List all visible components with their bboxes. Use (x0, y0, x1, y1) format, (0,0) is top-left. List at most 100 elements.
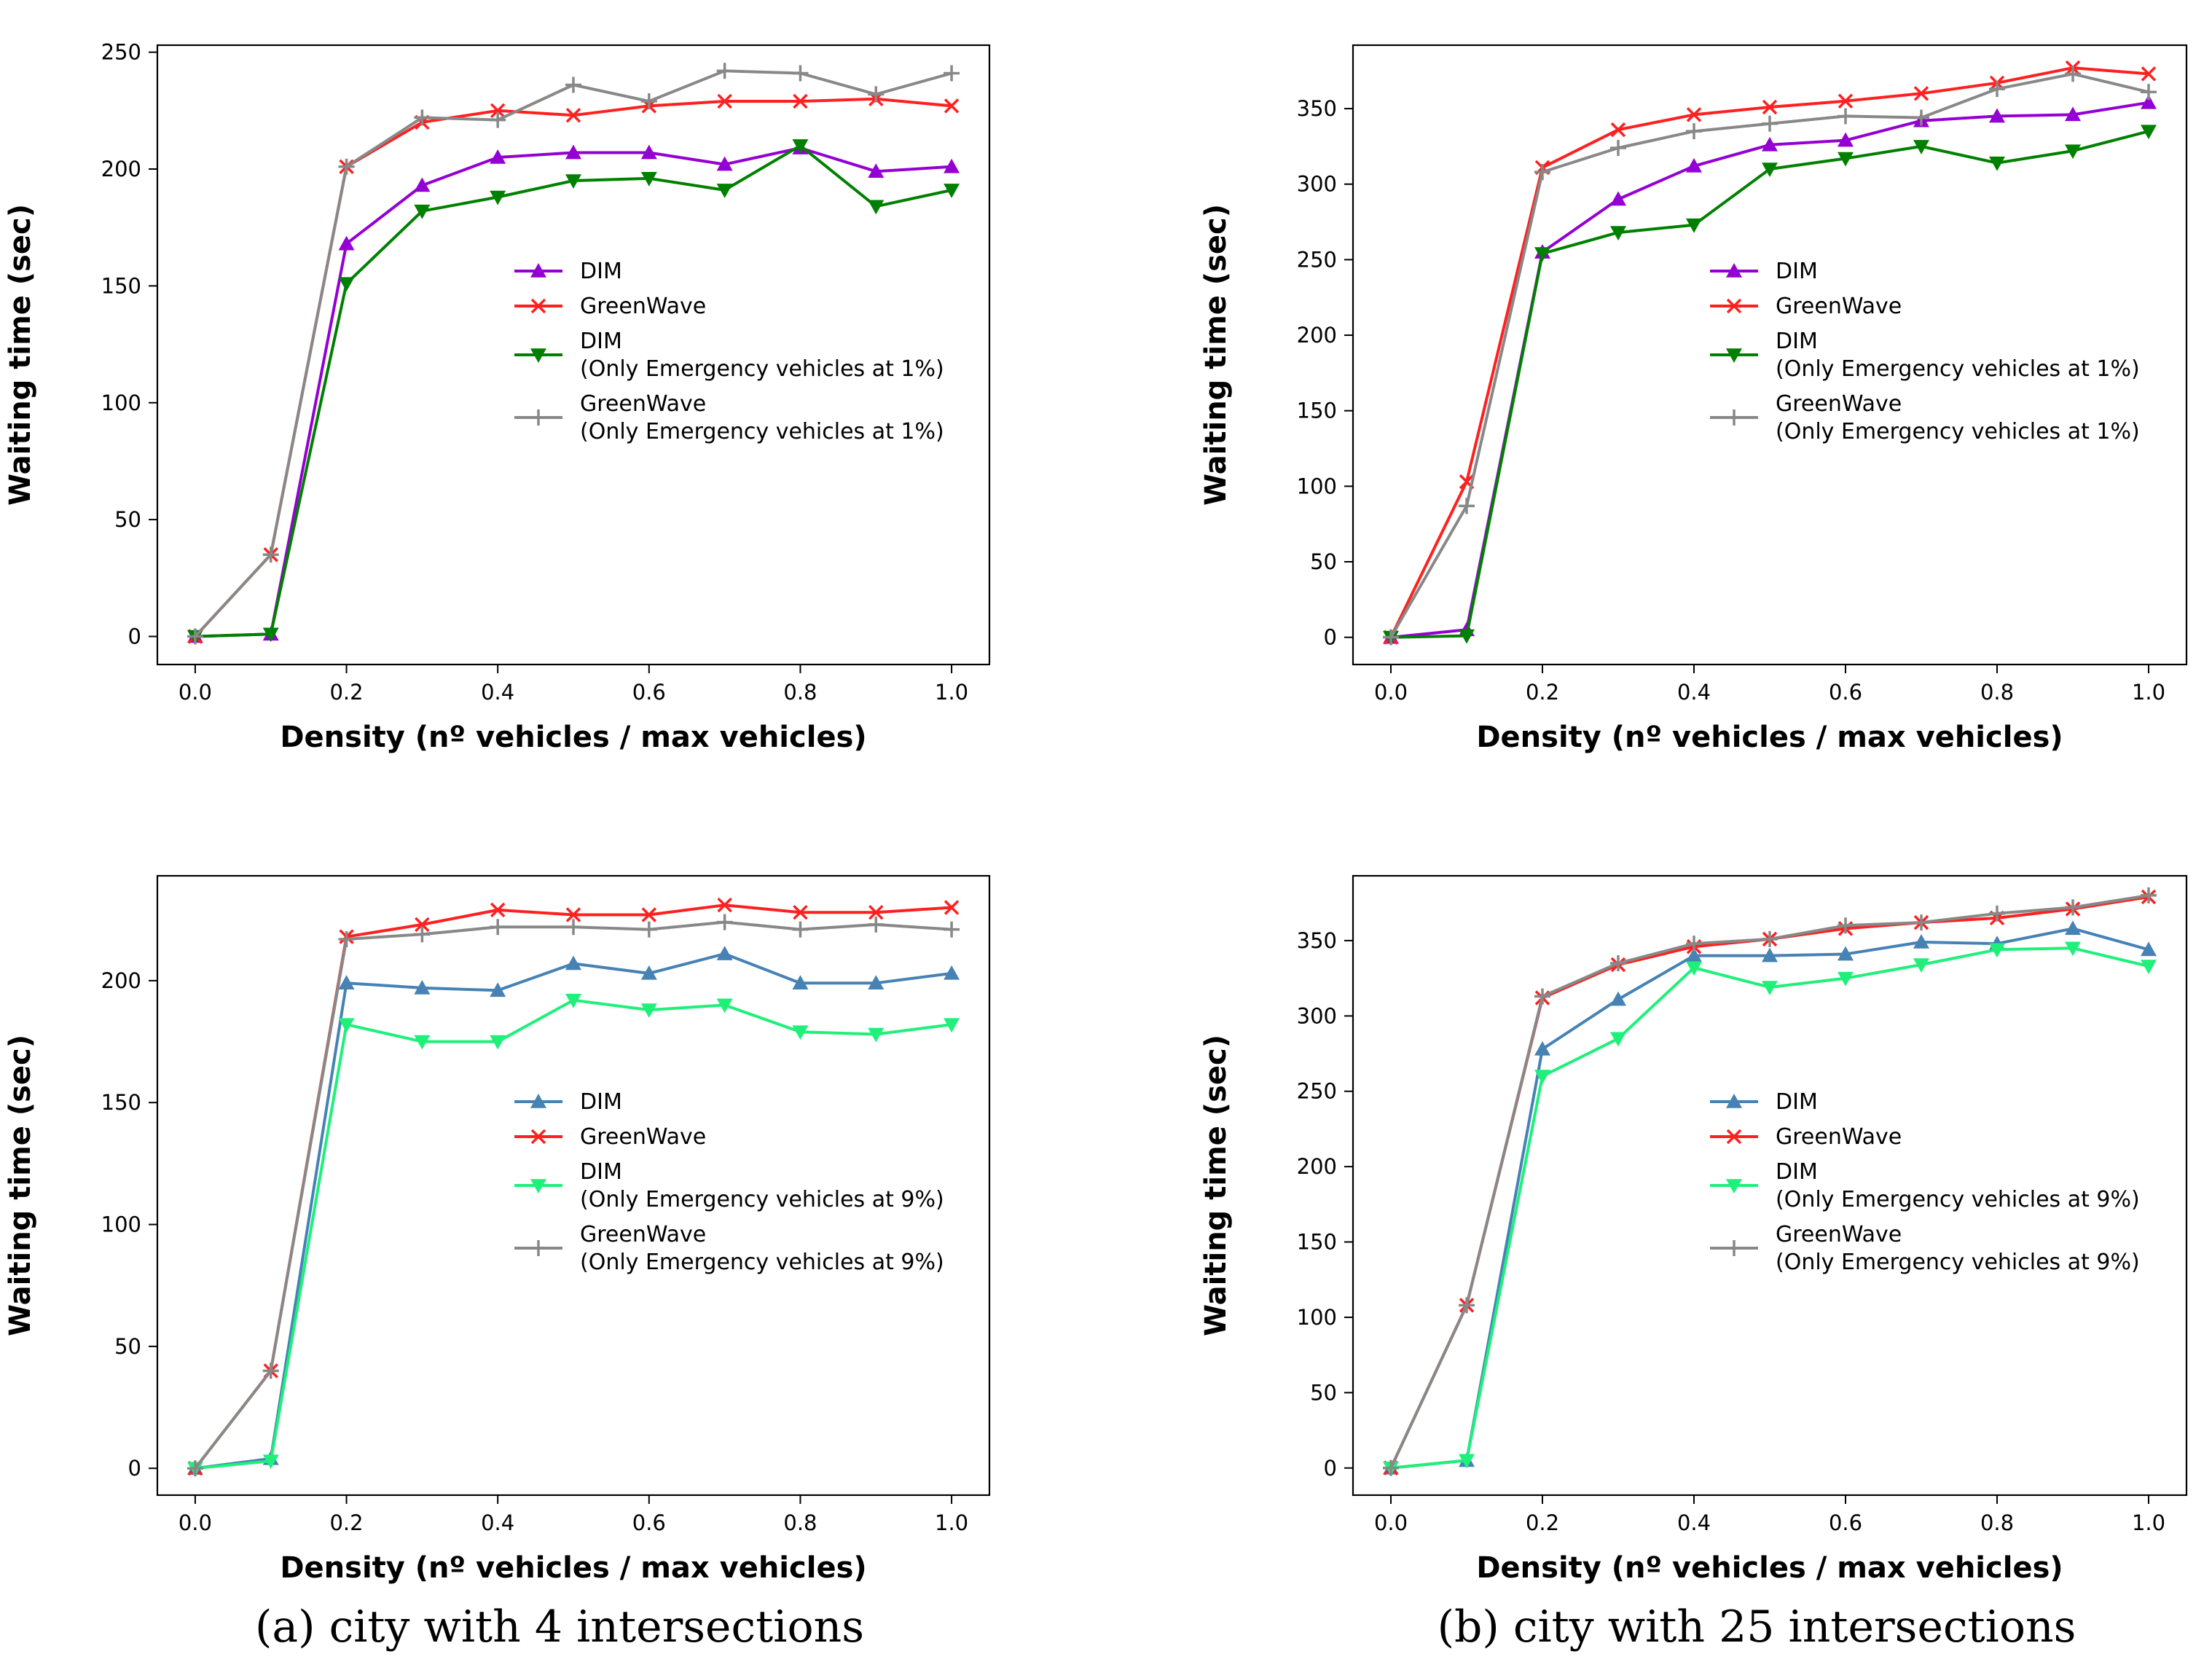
legend-entry-2: DIM (1776, 329, 1818, 354)
y-tick-label: 0 (128, 1456, 141, 1481)
data-point-s0-4 (1686, 157, 1702, 173)
x-tick-label: 0.4 (481, 680, 514, 705)
y-tick-label: 350 (1297, 96, 1337, 121)
legend-entry-0: DIM (1776, 1089, 1818, 1115)
x-tick-label: 1.0 (2132, 680, 2165, 705)
data-point-s0-10 (2141, 941, 2157, 957)
x-axis-label: Density (nº vehicles / max vehicles) (1476, 721, 2063, 754)
y-tick-label: 200 (1297, 1154, 1337, 1179)
data-point-s0-7 (1913, 933, 1929, 949)
data-point-s2-7 (716, 998, 733, 1014)
legend-entry-3: GreenWave (580, 1222, 706, 1247)
data-point-s2-5 (1762, 981, 1778, 996)
y-tick-label: 150 (101, 1090, 141, 1115)
data-point-s2-3 (414, 204, 431, 219)
legend-entry-3: GreenWave (1776, 1222, 1902, 1247)
data-point-s0-9 (2065, 920, 2081, 936)
data-point-s2-5 (1762, 162, 1778, 177)
data-point-s3-0 (187, 628, 203, 645)
x-tick-label: 0.2 (1526, 680, 1559, 705)
legend-entry-1: GreenWave (1776, 1124, 1902, 1150)
x-tick-label: 0.6 (1829, 680, 1862, 705)
data-point-s0-10 (944, 158, 960, 173)
data-point-s3-6 (1838, 108, 1854, 125)
caption-b: (b) city with 25 intersections (1438, 1602, 2076, 1653)
chart-panel-a-bottom: 0.0 0.2 0.4 0.6 0.8 1.0 0 50 100 150 200 Density (n… (4, 874, 991, 1585)
y-tick-label: 200 (101, 157, 141, 181)
data-point-s2-5 (565, 174, 581, 189)
data-point-s2-7 (716, 184, 733, 198)
plot-frame (156, 44, 991, 666)
data-point-s1-5 (565, 907, 581, 922)
data-point-s3-3 (414, 926, 431, 943)
data-point-s1-4 (490, 902, 506, 918)
data-point-s0-5 (565, 144, 581, 160)
y-tick-label: 150 (1297, 399, 1337, 423)
data-point-s3-6 (640, 921, 657, 938)
data-point-s0-2 (338, 975, 355, 990)
data-point-s3-5 (565, 77, 581, 93)
x-tick-label: 1.0 (2132, 1510, 2165, 1535)
x-tick-label: 0.6 (632, 680, 666, 705)
y-tick-label: 200 (101, 968, 141, 993)
data-point-s1-3 (415, 917, 430, 933)
legend-marker-0 (530, 1094, 546, 1108)
data-point-s2-6 (640, 172, 657, 187)
legend-marker-3 (530, 409, 546, 426)
x-tick-label: 0.2 (329, 1510, 363, 1535)
data-point-s2-1 (1459, 629, 1475, 644)
data-point-s0-3 (1610, 991, 1626, 1006)
legend-marker-1 (1726, 1129, 1742, 1145)
data-point-s2-9 (868, 200, 885, 215)
data-point-s3-7 (1913, 914, 1929, 931)
data-point-s3-3 (1610, 954, 1626, 971)
legend-entry-3: (Only Emergency vehicles at 9%) (580, 1250, 944, 1275)
data-point-s1-10 (944, 900, 960, 915)
data-point-s0-3 (414, 177, 431, 192)
data-point-s1-10 (944, 98, 960, 114)
y-tick-label: 50 (114, 507, 141, 532)
y-tick-label: 100 (101, 1212, 141, 1237)
data-point-s3-6 (1838, 917, 1854, 934)
data-point-s1-8 (793, 904, 808, 920)
x-tick-label: 0.8 (1980, 1510, 2014, 1535)
data-point-s3-5 (1762, 930, 1778, 947)
legend-entry-2: (Only Emergency vehicles at 9%) (1776, 1187, 2140, 1212)
data-point-s0-6 (640, 144, 657, 160)
y-tick-label: 350 (1297, 928, 1337, 953)
data-point-s0-4 (490, 149, 506, 164)
legend-entry-0: DIM (580, 1089, 622, 1115)
y-axis-label: Waiting time (sec) (1199, 1035, 1233, 1336)
legend-marker-3 (1726, 1240, 1742, 1256)
data-point-s0-8 (792, 975, 809, 990)
data-point-s0-9 (868, 975, 885, 990)
legend-marker-0 (530, 263, 546, 278)
data-point-s2-2 (338, 277, 355, 292)
data-point-s2-8 (1989, 943, 2005, 958)
plot-frame (1352, 874, 2188, 1497)
data-point-s0-4 (490, 982, 506, 997)
legend-marker-3 (1726, 409, 1742, 426)
data-point-s1-6 (641, 907, 657, 922)
legend-entry-1: GreenWave (580, 1124, 706, 1150)
y-tick-label: 100 (1297, 1305, 1337, 1330)
y-tick-label: 100 (1297, 474, 1337, 498)
legend-entry-3: (Only Emergency vehicles at 9%) (1776, 1250, 2140, 1275)
x-tick-label: 1.0 (935, 1510, 968, 1535)
data-point-s3-10 (944, 65, 960, 82)
data-point-s1-4 (1686, 107, 1702, 122)
legend-marker-0 (1726, 1094, 1742, 1108)
data-point-s3-5 (1762, 115, 1778, 132)
y-axis-label: Waiting time (sec) (4, 1035, 37, 1336)
y-tick-label: 150 (1297, 1230, 1337, 1255)
x-tick-label: 0.2 (329, 680, 363, 705)
data-point-s2-9 (868, 1027, 885, 1043)
legend-marker-0 (1726, 263, 1742, 278)
y-tick-label: 300 (1297, 1003, 1337, 1028)
legend-marker-2 (530, 1179, 546, 1193)
data-point-s1-5 (565, 107, 581, 123)
data-point-s2-10 (2141, 960, 2157, 975)
data-point-s2-7 (1913, 958, 1929, 973)
data-point-s3-4 (490, 111, 506, 128)
